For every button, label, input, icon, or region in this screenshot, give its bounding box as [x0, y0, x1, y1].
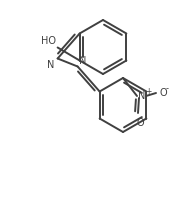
- Text: N: N: [138, 91, 145, 101]
- Text: +: +: [145, 88, 151, 97]
- Text: N: N: [47, 59, 55, 69]
- Text: N: N: [79, 55, 86, 65]
- Text: HO: HO: [41, 36, 56, 46]
- Text: O: O: [159, 88, 167, 98]
- Text: O: O: [136, 118, 144, 128]
- Text: -: -: [166, 84, 169, 93]
